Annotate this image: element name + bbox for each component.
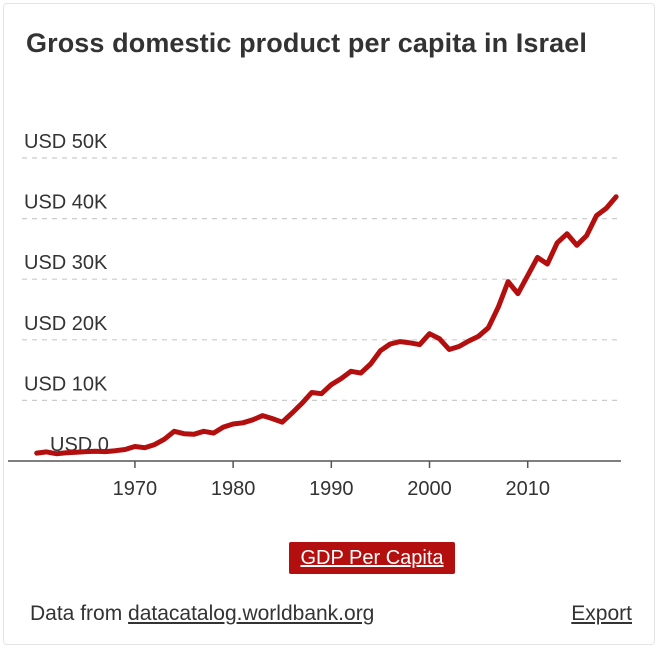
- y-tick-label: USD 50K: [24, 131, 108, 153]
- x-tick-label: 2000: [407, 478, 452, 500]
- export-link[interactable]: Export: [571, 602, 632, 625]
- x-tick-label: 1980: [211, 478, 256, 500]
- x-tick-label: 2010: [505, 478, 550, 500]
- x-tick-label: 1990: [309, 478, 354, 500]
- y-tick-label: USD 20K: [24, 313, 108, 335]
- y-tick-label: USD 30K: [24, 252, 108, 274]
- y-tick-label: USD 40K: [24, 192, 108, 214]
- x-tick-label: 1970: [113, 478, 158, 500]
- chart-title: Gross domestic product per capita in Isr…: [26, 28, 587, 58]
- series-line-gdp-per-capita: [34, 194, 619, 457]
- data-source-footer: Data from datacatalog.worldbank.org: [30, 602, 374, 626]
- data-source-link[interactable]: datacatalog.worldbank.org: [128, 602, 375, 625]
- data-source-prefix: Data from: [30, 602, 129, 625]
- legend-gdp-per-capita-button[interactable]: GDP Per Capita: [289, 542, 455, 574]
- y-tick-label: USD 10K: [24, 373, 108, 395]
- chart-card: Gross domestic product per capita in Isr…: [3, 3, 655, 645]
